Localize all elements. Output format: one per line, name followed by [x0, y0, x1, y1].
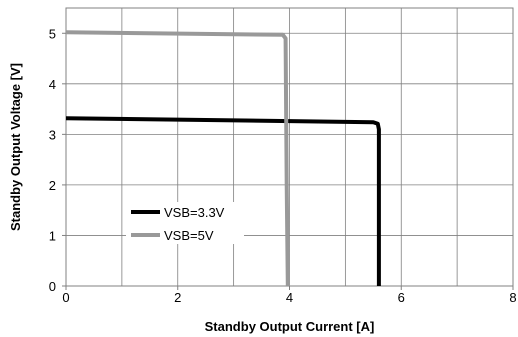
x-tick-label: 4 [286, 290, 293, 305]
y-tick-label: 1 [49, 228, 56, 243]
y-tick-label: 5 [49, 26, 56, 41]
y-tick-label: 2 [49, 178, 56, 193]
y-axis-title: Standby Output Voltage [V] [8, 63, 23, 231]
y-tick-label: 0 [49, 279, 56, 294]
y-tick-label: 4 [49, 77, 56, 92]
series-layer [65, 30, 381, 287]
x-tick-label: 8 [509, 290, 516, 305]
x-axis-ticks: 0 2 4 6 8 [62, 286, 517, 305]
x-tick-label: 2 [174, 290, 181, 305]
x-tick-label: 6 [398, 290, 405, 305]
x-tick-label: 0 [62, 290, 69, 305]
legend-label-vsb-5v: VSB=5V [164, 228, 214, 243]
series-line-vsb-3-3v [65, 116, 381, 286]
series-line-vsb-5v [65, 30, 290, 287]
legend-label-vsb-3-3v: VSB=3.3V [164, 205, 225, 220]
y-tick-label: 3 [49, 127, 56, 142]
y-axis-ticks: 0 1 2 3 4 5 [49, 26, 66, 294]
x-axis-title: Standby Output Current [A] [205, 319, 375, 334]
legend: VSB=3.3V VSB=5V [126, 202, 244, 244]
grid [66, 8, 513, 286]
